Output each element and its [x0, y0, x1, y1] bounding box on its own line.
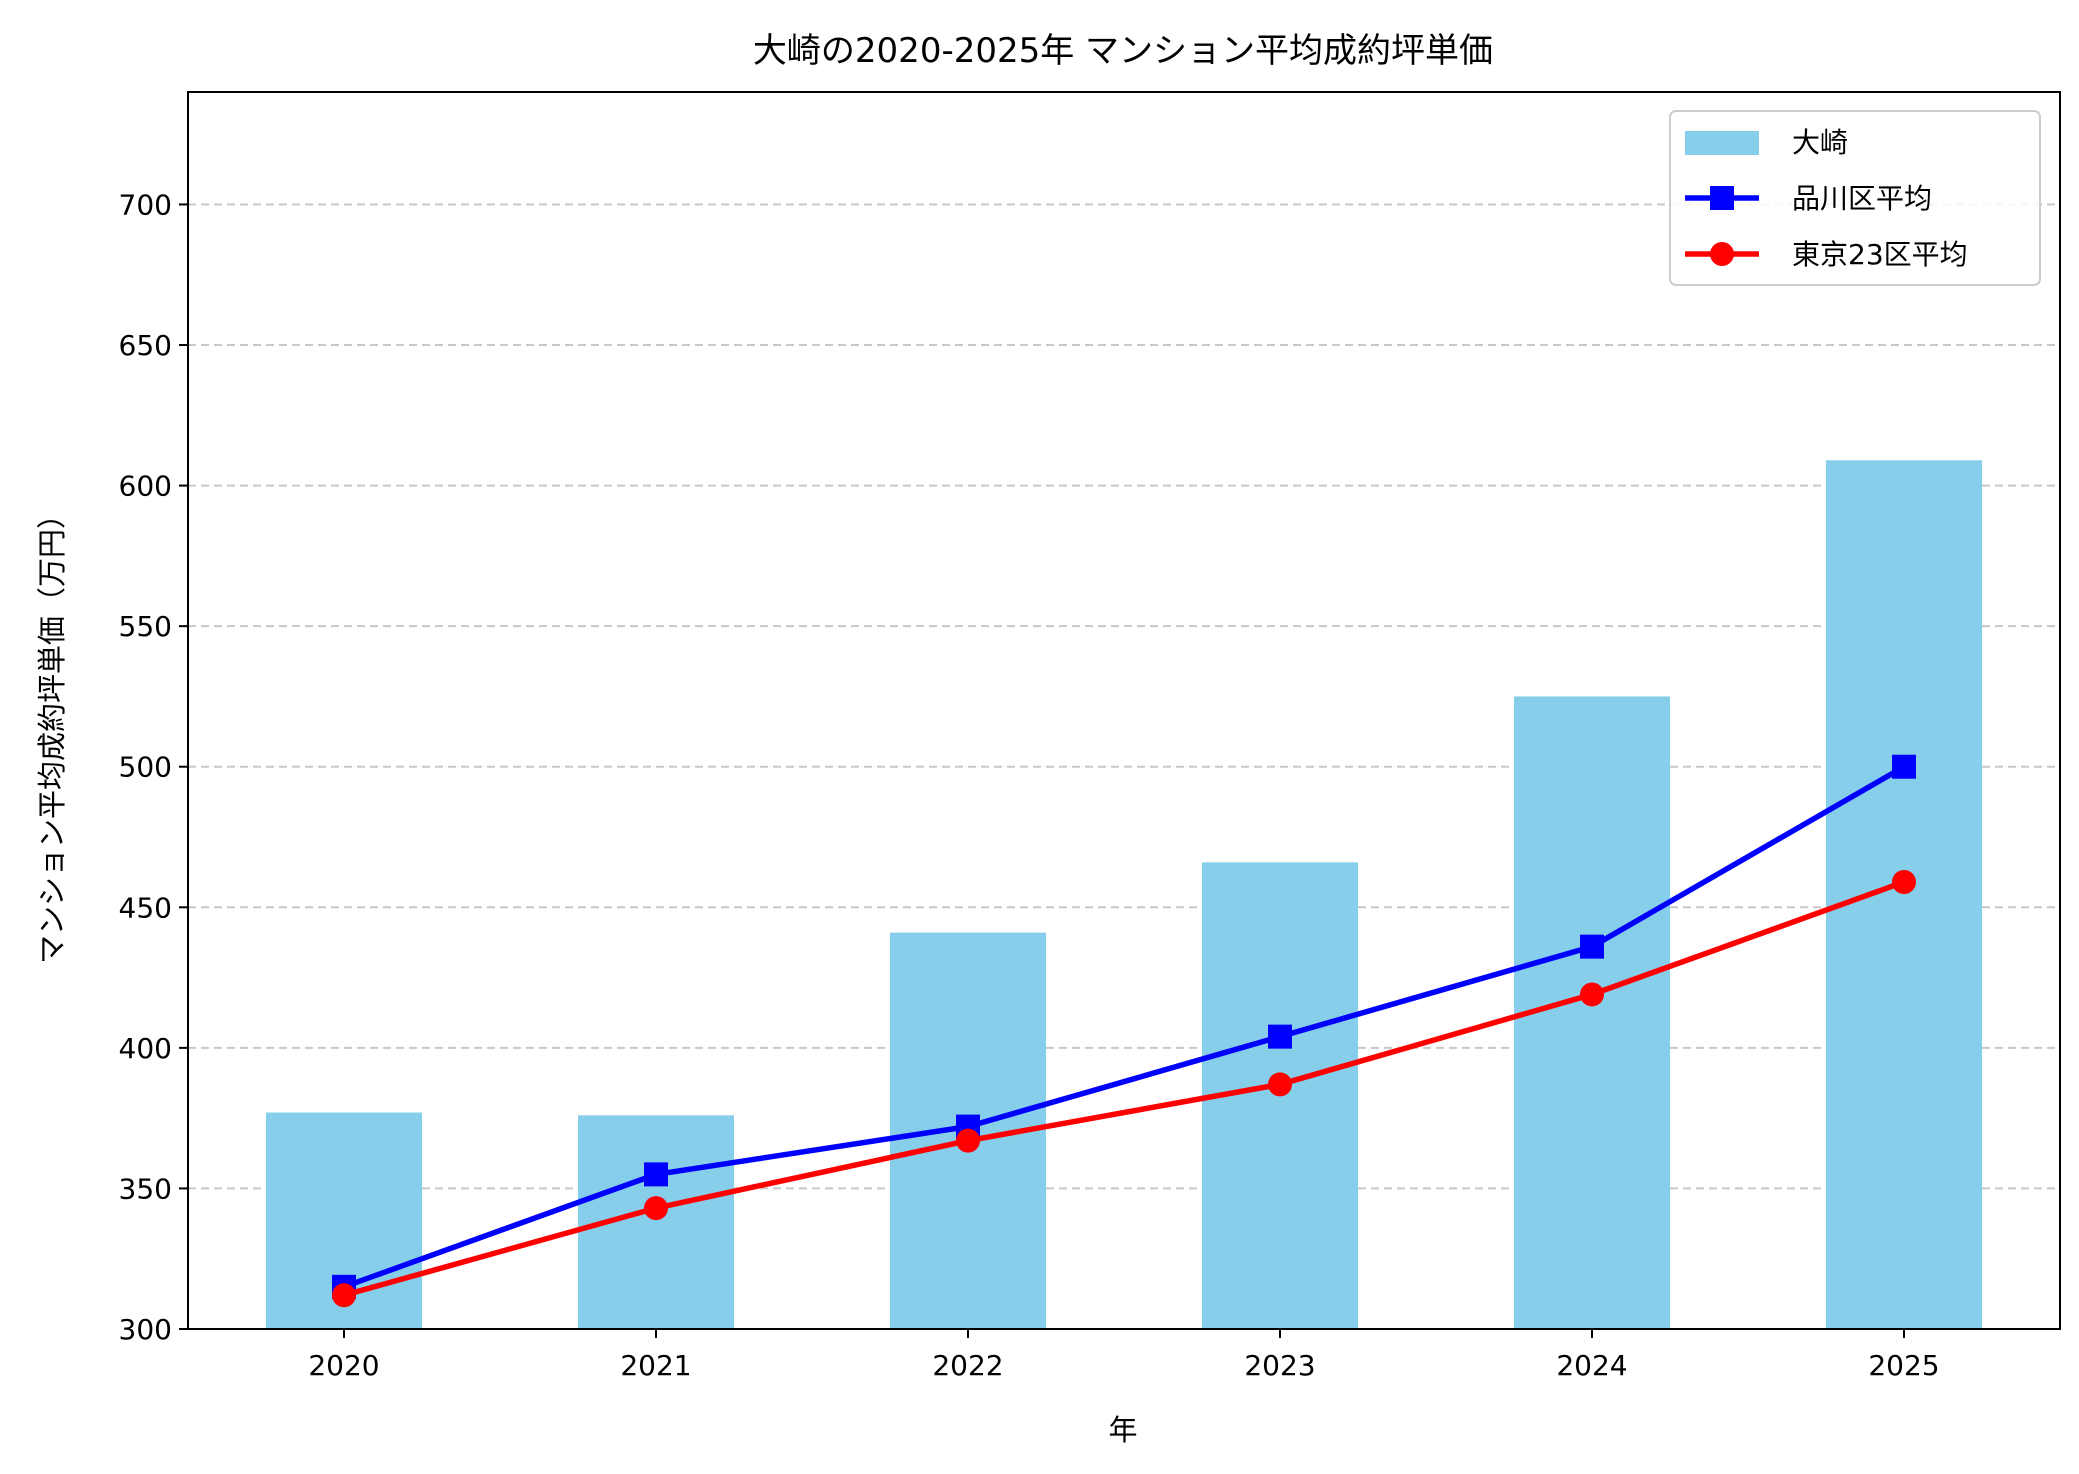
x-tick-label: 2025: [1868, 1349, 1939, 1382]
legend-label: 東京23区平均: [1792, 238, 1968, 271]
line-shinagawa: [343, 764, 1906, 1290]
y-tick-label: 450: [119, 891, 172, 924]
x-tick-label: 2023: [1244, 1349, 1315, 1382]
x-tick-label: 2024: [1556, 1349, 1627, 1382]
data-point-circle: [1580, 982, 1604, 1007]
data-point-square: [1892, 754, 1916, 779]
x-tick-label: 2021: [620, 1349, 691, 1382]
y-tick-label: 300: [119, 1313, 172, 1346]
y-tick-label: 550: [119, 610, 172, 643]
data-point-circle: [332, 1283, 356, 1308]
data-point-circle: [1268, 1072, 1292, 1097]
legend-swatch-bar: [1685, 131, 1759, 155]
plot-frame: [187, 91, 2061, 1330]
x-axis-label: 年: [1108, 1413, 1137, 1447]
data-point-square: [644, 1162, 668, 1187]
legend-marker-square: [1710, 186, 1734, 210]
data-point-circle: [956, 1128, 980, 1153]
data-point-circle: [644, 1196, 668, 1221]
bar: [1826, 460, 1982, 1329]
y-tick-label: 400: [119, 1032, 172, 1065]
line-tokyo23: [343, 879, 1905, 1298]
data-point-circle: [1892, 869, 1916, 894]
data-point-square: [1580, 934, 1604, 959]
y-tick-label: 650: [119, 329, 172, 362]
x-tick-label: 2022: [932, 1349, 1003, 1382]
legend-label: 品川区平均: [1792, 182, 1932, 215]
legend-label: 大崎: [1792, 126, 1848, 159]
legend-marker-circle: [1710, 242, 1734, 266]
x-tick-label: 2020: [308, 1349, 379, 1382]
y-tick-label: 350: [119, 1172, 172, 1205]
y-tick-label: 500: [119, 751, 172, 784]
data-point-square: [1268, 1024, 1292, 1049]
y-tick-label: 700: [119, 188, 172, 221]
bar: [1514, 696, 1670, 1329]
chart-title: 大崎の2020-2025年 マンション平均成約坪単価: [753, 31, 1493, 71]
y-axis-label: マンション平均成約坪単価（万円）: [35, 500, 69, 964]
y-tick-label: 600: [119, 470, 172, 503]
